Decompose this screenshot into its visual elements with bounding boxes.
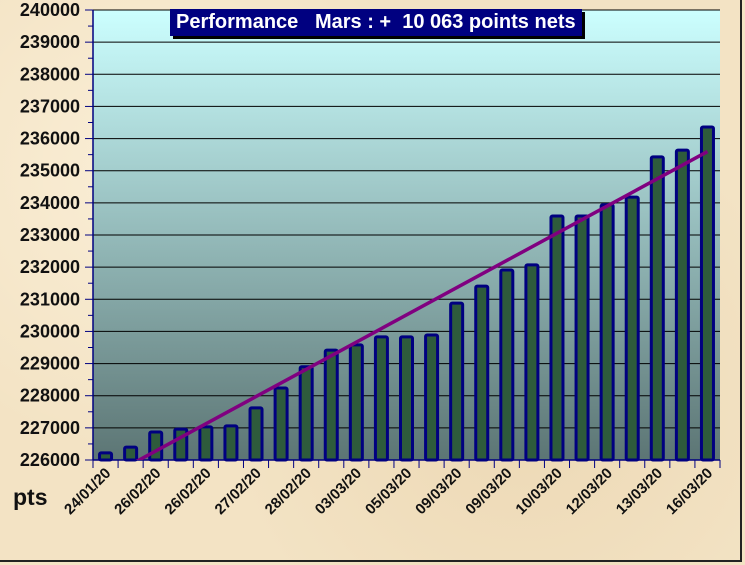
y-axis-label: pts: [13, 484, 48, 510]
y-tick-label: 234000: [20, 193, 80, 213]
bar: [123, 445, 139, 462]
x-tick-label: 03/03/20: [312, 465, 365, 518]
bar: [248, 406, 264, 462]
bar: [549, 214, 565, 462]
y-tick-label: 232000: [20, 257, 80, 277]
y-tick-label: 233000: [20, 225, 80, 245]
x-tick-label: 09/03/20: [462, 465, 515, 518]
bar: [624, 195, 640, 462]
bar: [198, 425, 214, 462]
bar: [223, 424, 239, 462]
bar: [699, 125, 715, 462]
y-tick-label: 226000: [20, 450, 80, 470]
bar: [474, 284, 490, 462]
y-tick-label: 239000: [20, 32, 80, 52]
bar: [599, 203, 615, 462]
bar: [273, 386, 289, 462]
x-tick-label: 05/03/20: [362, 465, 415, 518]
x-tick-label: 24/01/20: [61, 465, 114, 518]
x-tick-label: 12/03/20: [563, 465, 616, 518]
y-tick-label: 231000: [20, 289, 80, 309]
x-tick-label: 26/02/20: [161, 465, 214, 518]
y-tick-label: 227000: [20, 418, 80, 438]
bar: [524, 263, 540, 462]
bar: [674, 148, 690, 462]
y-tick-label: 228000: [20, 386, 80, 406]
x-tick-label: 26/02/20: [111, 465, 164, 518]
bar: [449, 301, 465, 462]
bar: [574, 214, 590, 462]
y-tick-label: 229000: [20, 354, 80, 374]
bar: [499, 268, 515, 462]
bar: [373, 335, 389, 462]
bar: [649, 155, 665, 462]
x-tick-label: 10/03/20: [512, 465, 565, 518]
x-tick-label: 28/02/20: [262, 465, 315, 518]
bar: [323, 348, 339, 462]
bar: [399, 335, 414, 462]
chart-title: Performance Mars : + 10 063 points nets: [170, 9, 582, 36]
bar: [148, 430, 164, 462]
trendline: [135, 150, 709, 460]
y-tick-label: 238000: [20, 64, 80, 84]
y-tick-label: 237000: [20, 96, 80, 116]
x-tick-label: 13/03/20: [613, 465, 666, 518]
bar: [424, 333, 440, 462]
x-tick-label: 09/03/20: [412, 465, 465, 518]
x-tick-label: 27/02/20: [212, 465, 265, 518]
y-tick-label: 236000: [20, 129, 80, 149]
bar: [298, 365, 314, 462]
x-tick-label: 16/03/20: [663, 465, 716, 518]
y-tick-label: 240000: [20, 0, 80, 20]
bar: [348, 343, 364, 462]
y-tick-label: 230000: [20, 321, 80, 341]
y-tick-label: 235000: [20, 161, 80, 181]
bar: [98, 451, 114, 462]
